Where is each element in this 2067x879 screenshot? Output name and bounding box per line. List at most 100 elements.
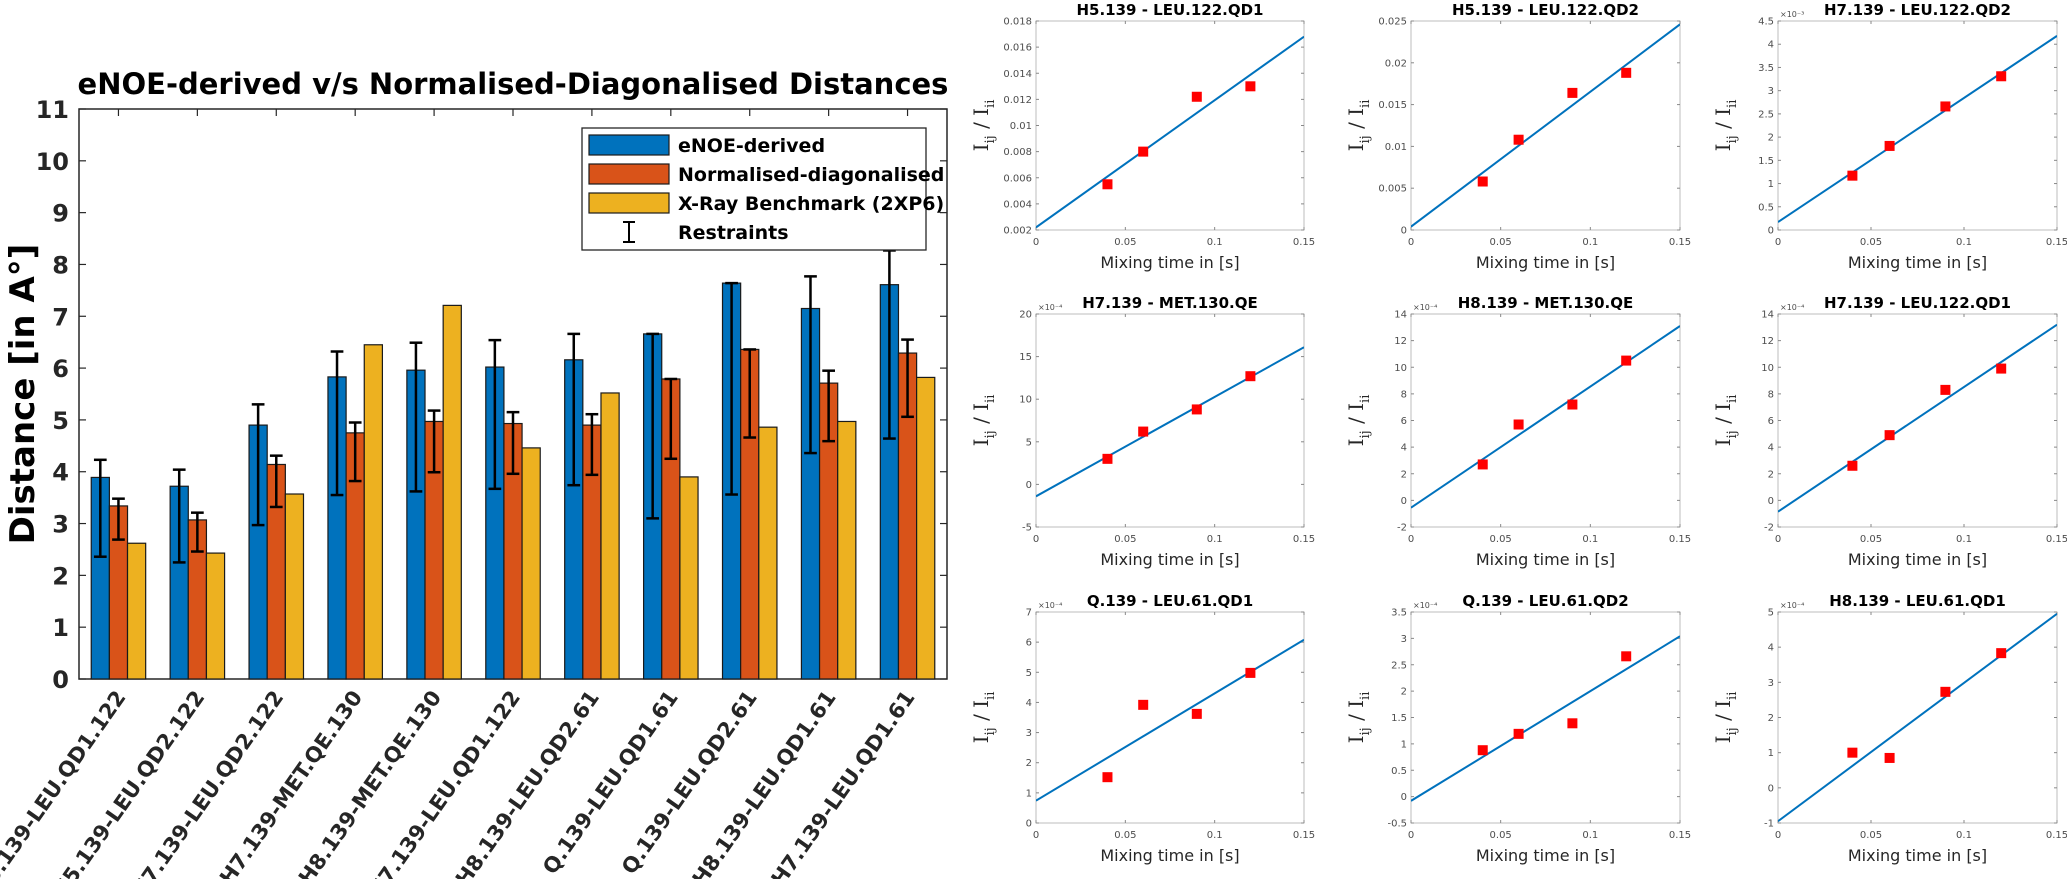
x-tick-label: Q.139-LEU.QD2.61 bbox=[617, 686, 762, 879]
y-tick-label: 2.5 bbox=[1758, 109, 1774, 120]
y-label-part: / I bbox=[969, 108, 993, 135]
y-tick-label: 4 bbox=[52, 459, 69, 487]
legend-label: X-Ray Benchmark (2XP6) bbox=[678, 193, 944, 215]
scatter-panel: Q.139 - LEU.61.QD2-0.500.511.522.533.50 0… bbox=[1344, 592, 1691, 865]
y-label-part: I bbox=[969, 735, 993, 743]
axes-box bbox=[1410, 313, 1681, 528]
y-axis-label: Iij / Iii bbox=[1711, 395, 1740, 447]
y-tick-label: 3 bbox=[1768, 678, 1774, 689]
y-label-part: I bbox=[1711, 143, 1735, 151]
x-tick-label: 0 bbox=[1408, 237, 1414, 248]
y-tick-label: 4 bbox=[1768, 40, 1774, 51]
panel-title: H8.139 - LEU.61.QD1 bbox=[1829, 592, 2006, 610]
y-tick-label: 1.5 bbox=[1758, 156, 1774, 167]
y-tick-label: 7 bbox=[1026, 608, 1032, 619]
legend-swatch-1 bbox=[588, 134, 670, 156]
scatter-panel: H5.139 - LEU.122.QD2 0 0.005 0.01 0.015 0.02 0… bbox=[1344, 1, 1691, 272]
y-tick-label: -0.5 bbox=[1387, 819, 1407, 830]
y-tick-label: 0.008 bbox=[1003, 147, 1032, 158]
x-tick-label: 0.15 bbox=[1293, 830, 1315, 841]
x-tick-label: 0.1 bbox=[1207, 830, 1223, 841]
x-tick-label: 0.05 bbox=[1860, 830, 1882, 841]
data-point bbox=[1513, 728, 1524, 739]
data-point bbox=[1191, 404, 1202, 415]
x-axis-label: Mixing time in [s] bbox=[1100, 253, 1239, 272]
x-tick-label: 0 bbox=[1775, 830, 1781, 841]
y-tick-label: 2 bbox=[1026, 758, 1032, 769]
x-tick-label: 0.15 bbox=[1669, 830, 1691, 841]
y-label-subscript: ii bbox=[1725, 100, 1740, 108]
y-tick-label: 0.004 bbox=[1003, 199, 1032, 210]
x-axis-label: Mixing time in [s] bbox=[1476, 550, 1615, 569]
data-point bbox=[1996, 363, 2007, 374]
x-tick-label: 0.15 bbox=[1669, 237, 1691, 248]
bar-x-ray-benchmark-2xp6- bbox=[442, 304, 462, 680]
y-tick-label: 4 bbox=[1401, 443, 1407, 454]
x-tick-label: H7.139-LEU.QD1.61 bbox=[767, 686, 920, 879]
y-tick-label: 6 bbox=[52, 355, 69, 383]
y-tick-label: 2 bbox=[1768, 469, 1774, 480]
y-axis-label: Iij / Iii bbox=[969, 692, 998, 744]
x-tick-label: 0.1 bbox=[1956, 830, 1972, 841]
x-axis-label: Mixing time in [s] bbox=[1848, 550, 1987, 569]
y-tick-label: 12 bbox=[1394, 336, 1407, 347]
exponent-label: ×10⁻³ bbox=[1780, 10, 1804, 19]
y-tick-label: 8 bbox=[52, 251, 69, 279]
y-label-subscript: ij bbox=[1725, 727, 1740, 735]
data-point bbox=[1940, 686, 1951, 697]
fit-line bbox=[1778, 612, 2057, 823]
y-tick-label: 8 bbox=[1401, 389, 1407, 400]
y-tick-label: 1 bbox=[1026, 788, 1032, 799]
y-tick-label: 15 bbox=[1019, 352, 1032, 363]
data-point bbox=[1621, 67, 1632, 78]
panel-title: Q.139 - LEU.61.QD1 bbox=[1087, 592, 1253, 610]
y-tick-label: 2 bbox=[1401, 469, 1407, 480]
data-point bbox=[1884, 140, 1895, 151]
y-tick-label: -1 bbox=[1764, 819, 1774, 830]
x-tick-label: 0 bbox=[1408, 534, 1414, 545]
legend-label: Restraints bbox=[678, 222, 789, 244]
y-label-subscript: ii bbox=[1358, 692, 1373, 700]
y-tick-label: 0.018 bbox=[1003, 17, 1032, 28]
x-tick-label: 0.1 bbox=[1956, 237, 1972, 248]
y-tick-label: -2 bbox=[1764, 523, 1774, 534]
y-label-part: / I bbox=[1711, 108, 1735, 135]
panel-title: H7.139 - LEU.122.QD1 bbox=[1824, 294, 2011, 312]
y-label-subscript: ii bbox=[1725, 692, 1740, 700]
y-tick-label: -2 bbox=[1397, 523, 1407, 534]
y-label-part: / I bbox=[969, 700, 993, 727]
data-point bbox=[1847, 460, 1858, 471]
data-point bbox=[1996, 71, 2007, 82]
y-label-part: / I bbox=[1711, 403, 1735, 430]
y-axis-label-text: Distance [in A°] bbox=[3, 244, 43, 545]
data-point bbox=[1245, 81, 1256, 92]
data-point bbox=[1191, 708, 1202, 719]
x-tick-label: 0.05 bbox=[1490, 237, 1512, 248]
x-axis-label: Mixing time in [s] bbox=[1476, 846, 1615, 865]
y-tick-label: 0.002 bbox=[1003, 226, 1032, 237]
y-tick-label: 0 bbox=[52, 666, 69, 694]
bar-x-ray-benchmark-2xp6- bbox=[679, 476, 699, 680]
y-tick-label: 11 bbox=[36, 96, 69, 124]
y-axis-label: Iij / Iii bbox=[969, 100, 998, 152]
y-tick-label: 3.5 bbox=[1391, 608, 1407, 619]
chart-title: eNOE-derived v/s Normalised-Diagonalised… bbox=[78, 67, 949, 101]
data-point bbox=[1477, 176, 1488, 187]
fit-line bbox=[1778, 35, 2057, 223]
x-axis-label: Mixing time in [s] bbox=[1848, 253, 1987, 272]
y-label-subscript: ii bbox=[1725, 395, 1740, 403]
y-tick-label: 14 bbox=[1761, 310, 1774, 321]
y-tick-label: 0.5 bbox=[1758, 202, 1774, 213]
y-tick-label: 10 bbox=[1394, 363, 1407, 374]
data-point bbox=[1847, 170, 1858, 181]
x-tick-label: 0.05 bbox=[1490, 534, 1512, 545]
data-point bbox=[1513, 419, 1524, 430]
y-tick-label: 6 bbox=[1026, 638, 1032, 649]
y-label-subscript: ij bbox=[1358, 430, 1373, 438]
data-point bbox=[1191, 91, 1202, 102]
exponent-label: ×10⁻⁴ bbox=[1413, 303, 1437, 312]
y-tick-label: 0.01 bbox=[1385, 142, 1407, 153]
